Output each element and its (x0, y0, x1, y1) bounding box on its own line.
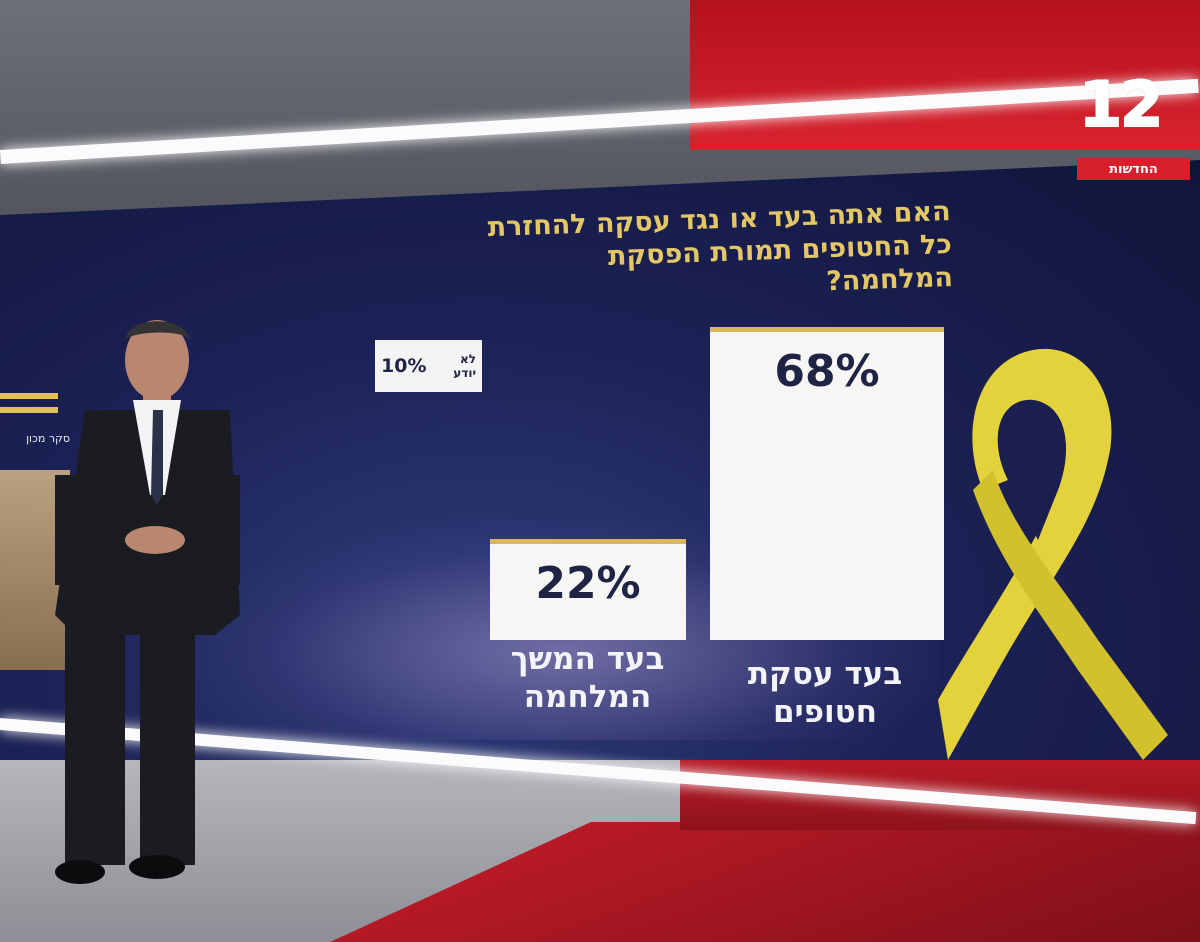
dont-know-label-line: יודע (453, 366, 476, 380)
logo-news-bar: החדשות (1077, 158, 1190, 180)
category-label-deal: בעד עסקת חטופים (705, 655, 945, 731)
channel-12-logo: 12 החדשות (1075, 68, 1193, 185)
category-label-continue-war: בעד המשך המלחמה (485, 640, 690, 716)
dont-know-box: 10% לא יודע (375, 340, 482, 392)
logo-news-text: החדשות (1109, 161, 1158, 177)
studio-red-panel-top (690, 0, 1200, 150)
category-label-line: בעד המשך (510, 641, 665, 677)
bar-value-label: 68% (774, 346, 880, 398)
bar-continue-war: 22% (490, 538, 686, 640)
bar-deal: 68% (710, 327, 944, 640)
yellow-ribbon-icon (938, 348, 1168, 760)
dont-know-label-line: לא (460, 352, 476, 366)
dont-know-label: לא יודע (453, 352, 476, 380)
logo-number: 12 (1078, 68, 1164, 141)
bar-value-label: 22% (535, 557, 641, 609)
category-label-line: בעד עסקת (747, 656, 903, 692)
news-presenter-figure (55, 320, 240, 884)
left-tag-bar (0, 393, 58, 399)
dont-know-value: 10% (381, 355, 427, 377)
poll-source-tag: סקר מכון (26, 432, 70, 445)
category-label-line: המלחמה (523, 679, 652, 715)
chart-title: האם אתה בעד או נגד עסקה להחזרת כל החטופי… (390, 195, 953, 313)
left-tag-bar (0, 407, 58, 413)
category-label-line: חטופים (772, 694, 878, 730)
